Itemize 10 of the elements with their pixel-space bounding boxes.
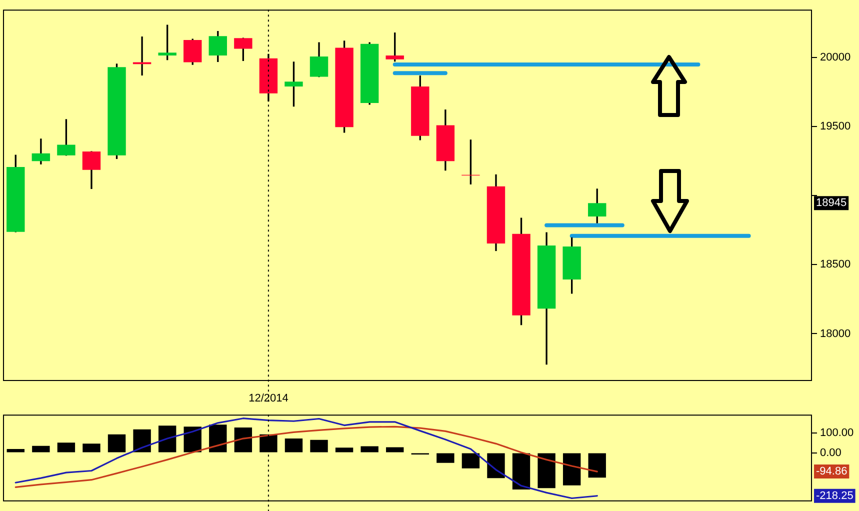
annotation: -218.25 <box>816 490 854 502</box>
x-tick-label: 12/2014 <box>248 392 288 405</box>
y-tick-label: 18000 <box>820 328 851 340</box>
y-tick-label: 20000 <box>820 51 851 64</box>
y-tick-label: 19500 <box>820 120 851 133</box>
y-tick-label: 0.00 <box>820 446 842 459</box>
y-tick-label: 18500 <box>820 258 851 271</box>
annotation: -94.86 <box>816 466 848 478</box>
annotation: 18945 <box>816 197 847 210</box>
y-tick-label: 100.00 <box>820 427 854 440</box>
